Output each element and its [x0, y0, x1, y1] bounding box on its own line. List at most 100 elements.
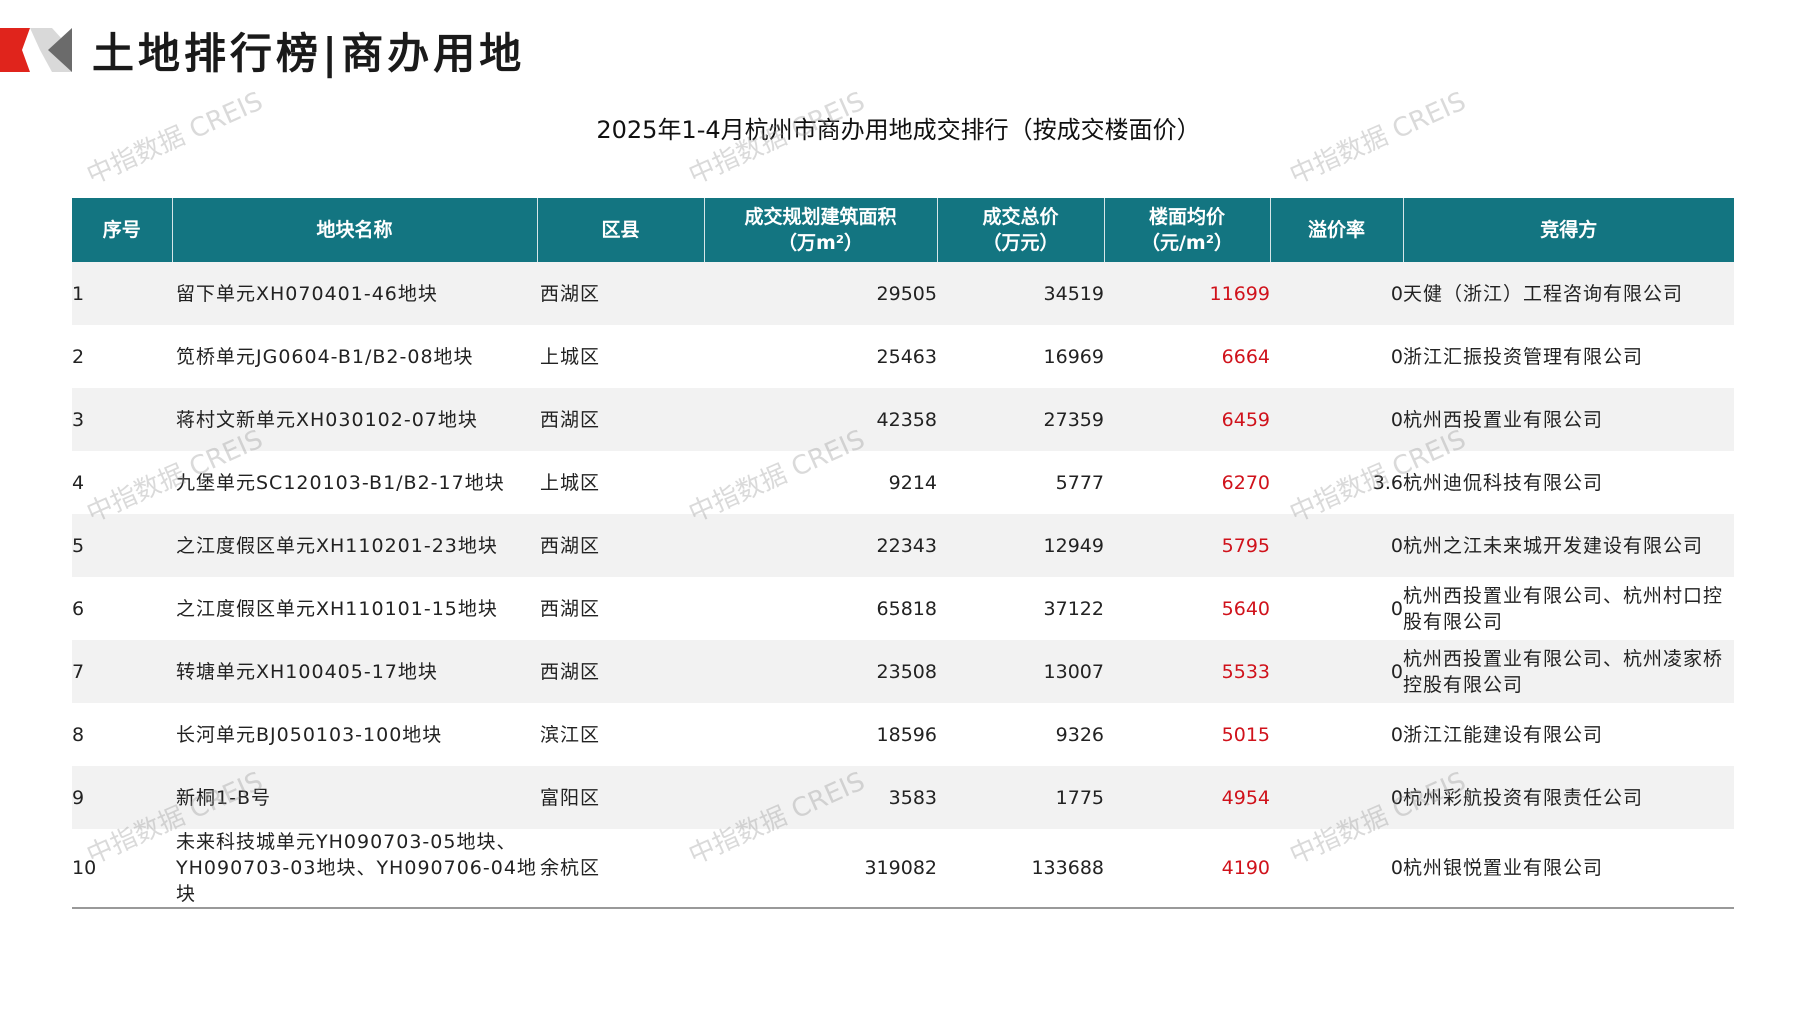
table-row: 2 笕桥单元JG0604-B1/B2-08地块 上城区 25463 16969 6664 0…	[72, 325, 1734, 388]
cell-premium-rate: 0	[1270, 577, 1403, 640]
cell-buyer: 杭州彩航投资有限责任公司	[1403, 766, 1734, 829]
brand-logo-icon	[0, 28, 72, 72]
cell-unit-price: 5533	[1104, 640, 1270, 703]
header-col-buyer: 竞得方	[1403, 198, 1734, 262]
cell-area: 3583	[704, 766, 937, 829]
cell-buyer: 杭州迪侃科技有限公司	[1403, 451, 1734, 514]
ranking-table: 序号 地块名称 区县 成交规划建筑面积 （万m²） 成交总价 （万元） 楼面均价 （元/m²）溢…	[72, 198, 1734, 909]
cell-premium-rate: 0	[1270, 640, 1403, 703]
table-row: 1 留下单元XH070401-46地块 西湖区 29505 34519 11699 0 天健（…	[72, 262, 1734, 325]
cell-premium-rate: 0	[1270, 262, 1403, 325]
table-row: 7 转塘单元XH100405-17地块 西湖区 23508 13007 5533 0 杭州西投…	[72, 640, 1734, 703]
cell-plot-name: 之江度假区单元XH110201-23地块	[172, 514, 537, 577]
cell-buyer: 杭州西投置业有限公司、杭州凌家桥控股有限公司	[1403, 640, 1734, 703]
cell-index: 3	[72, 388, 172, 451]
cell-unit-price: 4954	[1104, 766, 1270, 829]
cell-index: 10	[72, 829, 172, 909]
cell-district: 西湖区	[537, 262, 704, 325]
cell-unit-price: 5795	[1104, 514, 1270, 577]
cell-buyer: 杭州之江未来城开发建设有限公司	[1403, 514, 1734, 577]
cell-total-price: 9326	[937, 703, 1104, 766]
cell-plot-name: 之江度假区单元XH110101-15地块	[172, 577, 537, 640]
ranking-table-container: 序号 地块名称 区县 成交规划建筑面积 （万m²） 成交总价 （万元） 楼面均价 （元/m²）溢…	[72, 198, 1734, 909]
cell-total-price: 12949	[937, 514, 1104, 577]
cell-district: 余杭区	[537, 829, 704, 909]
cell-total-price: 37122	[937, 577, 1104, 640]
cell-total-price: 34519	[937, 262, 1104, 325]
header-col-total-price: 成交总价 （万元）	[937, 198, 1105, 262]
cell-buyer: 杭州西投置业有限公司、杭州村口控股有限公司	[1403, 577, 1734, 640]
cell-unit-price: 5015	[1104, 703, 1270, 766]
header-col-area: 成交规划建筑面积 （万m²）	[704, 198, 938, 262]
cell-premium-rate: 0	[1270, 703, 1403, 766]
cell-area: 23508	[704, 640, 937, 703]
cell-district: 富阳区	[537, 766, 704, 829]
cell-total-price: 5777	[937, 451, 1104, 514]
cell-area: 29505	[704, 262, 937, 325]
cell-total-price: 133688	[937, 829, 1104, 909]
cell-plot-name: 未来科技城单元YH090703-05地块、YH090703-03地块、YH090…	[172, 829, 537, 909]
cell-area: 65818	[704, 577, 937, 640]
cell-plot-name: 新桐1-B号	[172, 766, 537, 829]
cell-unit-price: 6664	[1104, 325, 1270, 388]
header-col-premium-rate: 溢价率	[1270, 198, 1404, 262]
header-col-index: 序号	[72, 198, 173, 262]
cell-unit-price: 4190	[1104, 829, 1270, 909]
table-row: 8 长河单元BJ050103-100地块 滨江区 18596 9326 5015 0 浙江江能…	[72, 703, 1734, 766]
cell-plot-name: 九堡单元SC120103-B1/B2-17地块	[172, 451, 537, 514]
cell-district: 上城区	[537, 325, 704, 388]
table-body: 1 留下单元XH070401-46地块 西湖区 29505 34519 11699 0 天健（…	[72, 262, 1734, 909]
cell-index: 7	[72, 640, 172, 703]
cell-district: 西湖区	[537, 577, 704, 640]
table-row: 3 蒋村文新单元XH030102-07地块 西湖区 42358 27359 6459 0 杭州…	[72, 388, 1734, 451]
cell-district: 西湖区	[537, 514, 704, 577]
cell-buyer: 浙江江能建设有限公司	[1403, 703, 1734, 766]
header-col-plot-name: 地块名称	[172, 198, 538, 262]
page-title: 土地排行榜|商办用地	[92, 29, 526, 78]
cell-total-price: 16969	[937, 325, 1104, 388]
cell-area: 9214	[704, 451, 937, 514]
cell-premium-rate: 0	[1270, 766, 1403, 829]
cell-area: 42358	[704, 388, 937, 451]
table-title: 2025年1-4月杭州市商办用地成交排行（按成交楼面价）	[596, 116, 1201, 144]
table-row: 10 未来科技城单元YH090703-05地块、YH090703-03地块、YH0…	[72, 829, 1734, 909]
cell-total-price: 27359	[937, 388, 1104, 451]
cell-premium-rate: 0	[1270, 829, 1403, 909]
cell-area: 319082	[704, 829, 937, 909]
cell-plot-name: 留下单元XH070401-46地块	[172, 262, 537, 325]
cell-premium-rate: 3.6	[1270, 451, 1403, 514]
cell-district: 西湖区	[537, 388, 704, 451]
cell-area: 22343	[704, 514, 937, 577]
table-row: 6 之江度假区单元XH110101-15地块 西湖区 65818 37122 5640 0 杭…	[72, 577, 1734, 640]
table-row: 4 九堡单元SC120103-B1/B2-17地块 上城区 9214 5777 6270 3…	[72, 451, 1734, 514]
cell-index: 4	[72, 451, 172, 514]
cell-buyer: 杭州银悦置业有限公司	[1403, 829, 1734, 909]
header-row: 序号 地块名称 区县 成交规划建筑面积 （万m²） 成交总价 （万元） 楼面均价 （元/m²）溢…	[72, 198, 1734, 262]
cell-area: 25463	[704, 325, 937, 388]
cell-district: 滨江区	[537, 703, 704, 766]
cell-plot-name: 转塘单元XH100405-17地块	[172, 640, 537, 703]
cell-premium-rate: 0	[1270, 388, 1403, 451]
cell-index: 8	[72, 703, 172, 766]
cell-total-price: 13007	[937, 640, 1104, 703]
cell-unit-price: 6270	[1104, 451, 1270, 514]
header-col-unit-price: 楼面均价 （元/m²）	[1104, 198, 1271, 262]
cell-buyer: 浙江汇振投资管理有限公司	[1403, 325, 1734, 388]
cell-premium-rate: 0	[1270, 514, 1403, 577]
cell-index: 5	[72, 514, 172, 577]
cell-district: 西湖区	[537, 640, 704, 703]
table-header: 序号 地块名称 区县 成交规划建筑面积 （万m²） 成交总价 （万元） 楼面均价 （元/m²）溢…	[72, 198, 1734, 262]
header-col-district: 区县	[537, 198, 705, 262]
cell-plot-name: 笕桥单元JG0604-B1/B2-08地块	[172, 325, 537, 388]
cell-plot-name: 蒋村文新单元XH030102-07地块	[172, 388, 537, 451]
cell-total-price: 1775	[937, 766, 1104, 829]
cell-index: 6	[72, 577, 172, 640]
cell-unit-price: 11699	[1104, 262, 1270, 325]
table-row: 5 之江度假区单元XH110201-23地块 西湖区 22343 12949 5795 0 杭…	[72, 514, 1734, 577]
cell-buyer: 天健（浙江）工程咨询有限公司	[1403, 262, 1734, 325]
cell-premium-rate: 0	[1270, 325, 1403, 388]
cell-unit-price: 5640	[1104, 577, 1270, 640]
cell-index: 1	[72, 262, 172, 325]
table-row: 9 新桐1-B号 富阳区 3583 1775 4954 0 杭州彩航投资有限责任公司	[72, 766, 1734, 829]
cell-buyer: 杭州西投置业有限公司	[1403, 388, 1734, 451]
